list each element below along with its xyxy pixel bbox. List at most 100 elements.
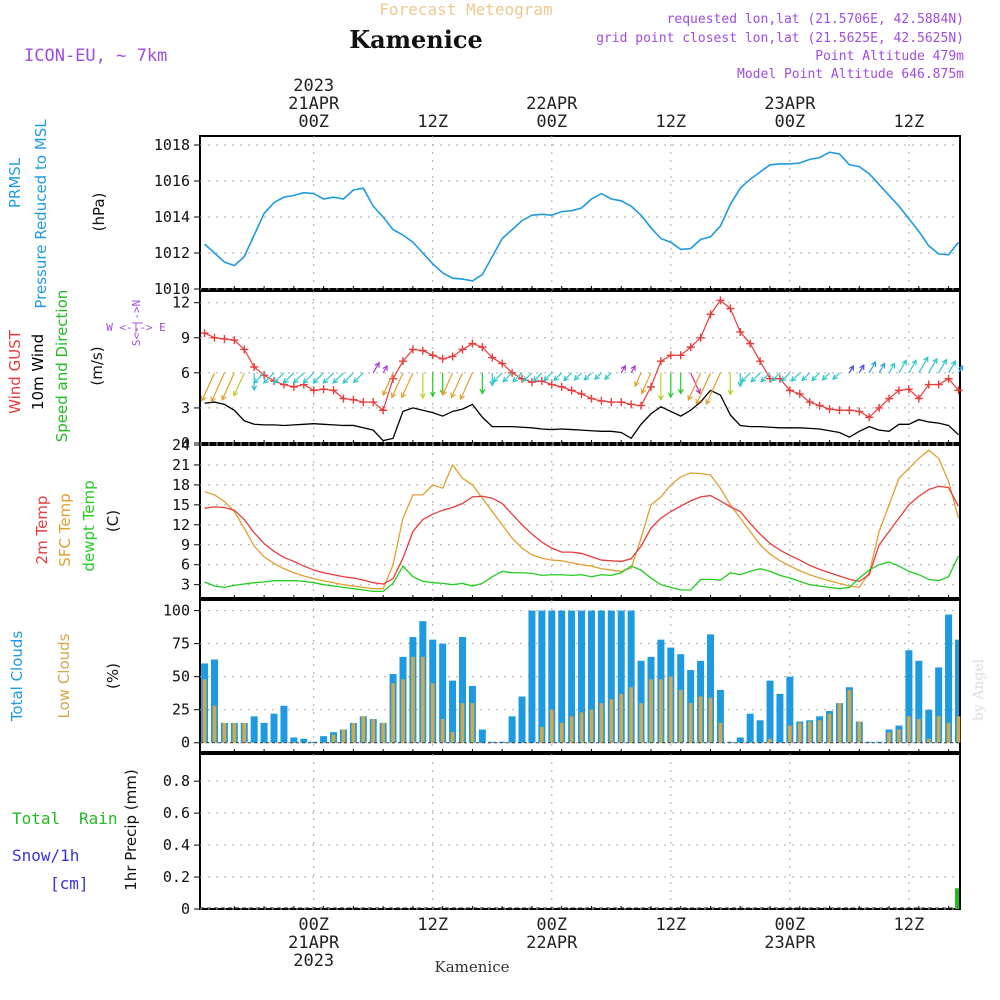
gust-point xyxy=(468,339,477,348)
gust-point xyxy=(498,359,507,368)
gust-point xyxy=(885,394,894,403)
wind-arrow xyxy=(705,372,721,406)
low-cloud-bar xyxy=(569,716,574,743)
low-cloud-bar xyxy=(609,699,614,743)
wind-arrow xyxy=(390,372,404,399)
y-tick-label: 0 xyxy=(181,734,190,752)
y-tick-label: 12 xyxy=(172,516,190,534)
gust-point xyxy=(250,363,259,371)
gust-point xyxy=(815,401,824,410)
gust-point xyxy=(329,386,338,395)
low-cloud-bar xyxy=(788,725,792,743)
wind-arrow xyxy=(801,372,811,382)
low-cloud-bar xyxy=(341,729,346,743)
wind-arrow xyxy=(760,372,771,383)
panel-frame xyxy=(199,753,961,910)
total-cloud-bar xyxy=(905,650,913,743)
clouds-panel: 0 25 50 75 100 xyxy=(163,599,961,753)
gust-point xyxy=(379,406,388,415)
low-cloud-bar xyxy=(361,716,366,743)
low-cloud-bar xyxy=(401,679,405,743)
sfc-temp-line xyxy=(204,449,960,590)
wind-arrow xyxy=(419,372,426,400)
wind-arrow xyxy=(848,364,855,374)
total-cloud-bar xyxy=(756,720,764,743)
wind-arrow xyxy=(690,372,701,395)
low-cloud-bar xyxy=(857,721,862,743)
total-clouds-label: Total Clouds xyxy=(8,631,26,723)
wind-arrow xyxy=(352,372,364,384)
gust-point xyxy=(904,385,913,394)
wind-arrow xyxy=(918,356,929,374)
gust-point xyxy=(309,386,318,395)
gust-point xyxy=(686,343,695,352)
wind-arrow xyxy=(832,372,840,381)
clouds-unit: (%) xyxy=(104,663,122,689)
low-cloud-bar xyxy=(837,703,842,743)
top-time-label: 12Z xyxy=(894,112,925,132)
gust-point xyxy=(438,354,447,363)
low-cloud-bar xyxy=(887,732,891,743)
wind-arrow xyxy=(532,372,543,383)
compass-we: W <-|-> E xyxy=(106,321,166,334)
gust-point xyxy=(230,336,239,345)
y-tick-label: 100 xyxy=(163,602,190,620)
gust-point xyxy=(508,368,517,377)
wind-arrow xyxy=(400,372,414,399)
total-cloud-bar xyxy=(935,667,943,743)
bottom-time-label: 21APR xyxy=(288,933,340,953)
wind-arrow xyxy=(272,372,285,384)
gust-point xyxy=(289,382,298,391)
wind-panel: 0 3 6 9 12 xyxy=(172,290,964,452)
wind-arrow xyxy=(620,364,626,374)
precip-cm-label: [cm] xyxy=(50,874,89,893)
gust-point xyxy=(646,382,655,391)
wind-arrow xyxy=(489,372,496,387)
total-cloud-bar xyxy=(568,610,576,743)
wind-arrow xyxy=(667,372,674,399)
gust-point xyxy=(845,406,854,415)
low-cloud-bar xyxy=(430,683,435,743)
wind-arrow xyxy=(522,372,533,383)
gust-point xyxy=(627,400,636,409)
y-tick-label: 6 xyxy=(181,364,190,382)
y-tick-label: 1010 xyxy=(154,280,190,298)
wind-arrow xyxy=(948,360,956,374)
gust-point xyxy=(339,394,348,403)
wind-arrow xyxy=(727,372,734,396)
wind10m-series-line xyxy=(204,389,959,442)
y-tick-label: 0 xyxy=(181,900,190,918)
y-tick-label: 1014 xyxy=(154,208,190,226)
low-cloud-bar xyxy=(411,656,415,743)
wind-arrow xyxy=(492,372,503,383)
low-cloud-bar xyxy=(549,709,554,743)
low-cloud-bar xyxy=(659,679,663,743)
low-cloud-bar xyxy=(470,703,475,743)
wind10m-label: 10m Wind xyxy=(29,334,47,410)
total-cloud-bar xyxy=(260,722,268,743)
low-cloud-bar xyxy=(559,722,564,743)
low-cloud-bar xyxy=(589,709,594,743)
low-cloud-bar xyxy=(797,722,802,743)
wind-arrow xyxy=(737,372,744,388)
low-cloud-bar xyxy=(807,721,812,743)
total-cloud-bar xyxy=(736,737,744,743)
low-cloud-bar xyxy=(242,722,247,743)
low-clouds-label: Low Clouds xyxy=(55,633,73,718)
wind-arrow xyxy=(543,372,553,382)
pressure-label-prmsl: PRMSL xyxy=(6,157,24,208)
low-cloud-bar xyxy=(936,716,941,743)
gust-point xyxy=(240,345,249,354)
wind-arrow xyxy=(450,372,464,399)
low-cloud-bar xyxy=(222,722,227,743)
wind-arrow xyxy=(372,361,380,374)
low-cloud-bar xyxy=(907,716,911,743)
y-tick-label: 0.6 xyxy=(163,804,190,822)
wind-arrow xyxy=(282,372,295,384)
total-cloud-bar xyxy=(627,610,635,743)
y-tick-label: 9 xyxy=(181,329,190,347)
top-time-label: 00Z xyxy=(775,112,806,132)
bottom-time-label: 23APR xyxy=(764,933,816,953)
wind-arrow xyxy=(502,372,513,383)
gust-point xyxy=(805,398,814,407)
